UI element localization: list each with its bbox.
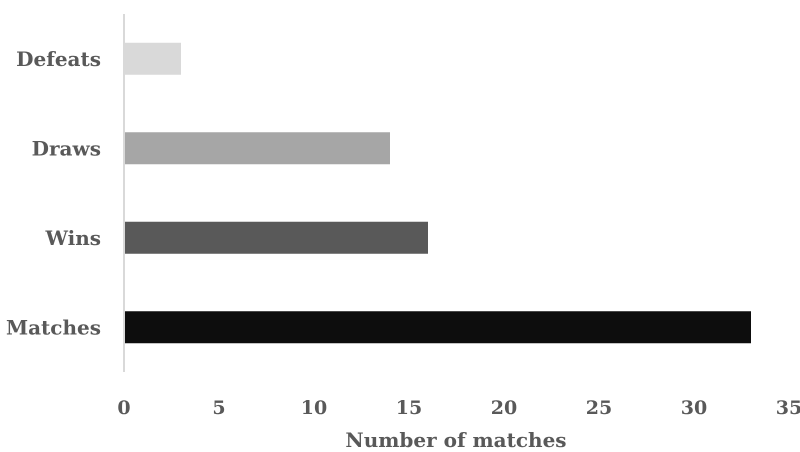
x-tick-10: 10: [301, 397, 327, 419]
x-tick-labels: 0 5 10 15 20 25 30 35: [117, 397, 800, 419]
x-tick-5: 5: [212, 397, 225, 419]
bar-draws: [125, 132, 390, 165]
x-tick-30: 30: [681, 397, 707, 419]
x-tick-25: 25: [586, 397, 612, 419]
category-label-matches: Matches: [6, 315, 101, 339]
x-axis-title: Number of matches: [345, 428, 566, 452]
category-label-defeats: Defeats: [16, 47, 101, 71]
x-tick-20: 20: [491, 397, 517, 419]
category-labels: Defeats Draws Wins Matches: [6, 47, 101, 340]
x-tick-35: 35: [776, 397, 800, 419]
category-label-draws: Draws: [32, 136, 101, 160]
bar-defeats: [125, 42, 181, 75]
x-tick-15: 15: [396, 397, 422, 419]
category-label-wins: Wins: [44, 226, 101, 250]
x-tick-0: 0: [117, 397, 130, 419]
bars-group: [125, 42, 751, 344]
bar-wins: [125, 221, 428, 254]
bar-matches: [125, 311, 751, 344]
